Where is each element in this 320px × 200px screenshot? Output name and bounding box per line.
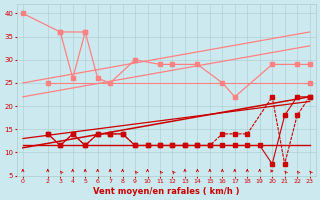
X-axis label: Vent moyen/en rafales ( km/h ): Vent moyen/en rafales ( km/h ) bbox=[93, 187, 239, 196]
